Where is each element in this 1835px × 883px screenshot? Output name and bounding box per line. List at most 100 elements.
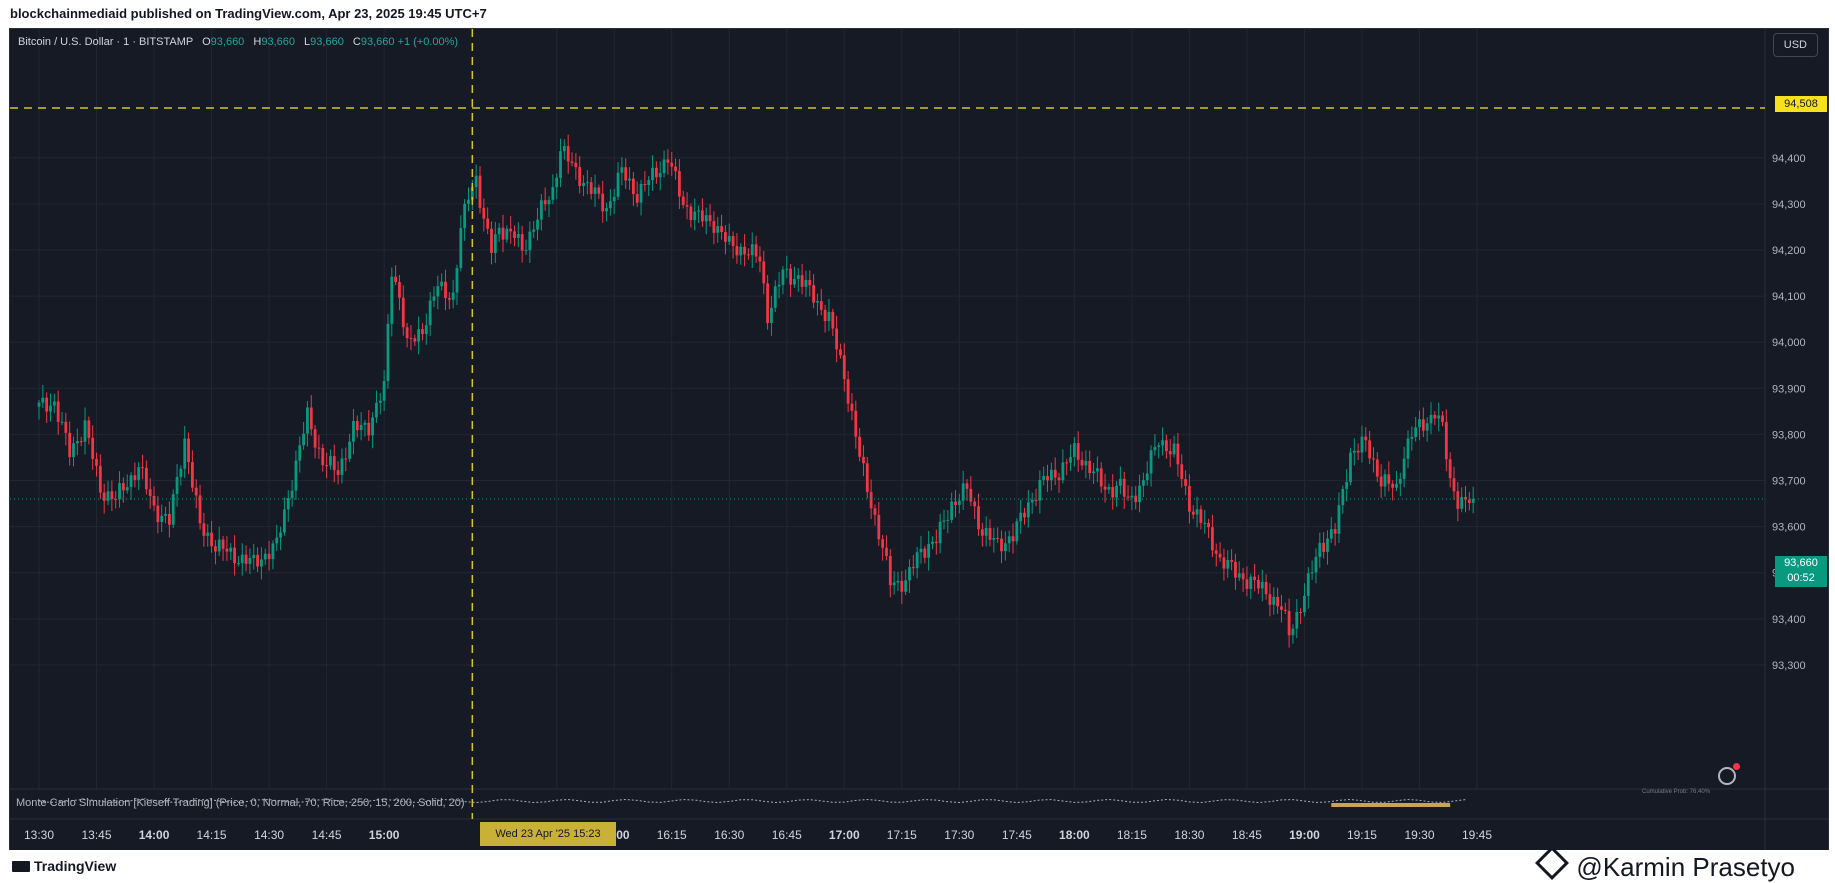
candle-body bbox=[942, 520, 946, 522]
x-tick-label: 18:45 bbox=[1232, 828, 1262, 842]
candle-body bbox=[1456, 491, 1460, 509]
candle-body bbox=[478, 175, 482, 208]
close-value: 93,660 bbox=[360, 36, 395, 48]
candle-body bbox=[536, 219, 539, 230]
candle-body bbox=[812, 285, 816, 303]
candle-body bbox=[520, 234, 524, 251]
crosshair-time-label: Wed 23 Apr '25 15:23 bbox=[480, 822, 616, 846]
candle-body bbox=[931, 541, 934, 544]
candle-body bbox=[1326, 538, 1329, 552]
candle-body bbox=[816, 301, 819, 303]
candle-body bbox=[1448, 459, 1452, 479]
candle-body bbox=[133, 475, 137, 480]
candle-body bbox=[183, 438, 187, 469]
candle-body bbox=[1211, 527, 1214, 551]
candle-body bbox=[474, 175, 478, 188]
candle-body bbox=[1414, 427, 1418, 437]
candle-body bbox=[1199, 509, 1203, 523]
candle-body bbox=[41, 397, 45, 403]
x-tick-label: 14:30 bbox=[254, 828, 284, 842]
candle-body bbox=[846, 379, 850, 404]
candle-body bbox=[1034, 499, 1038, 501]
candle-body bbox=[1421, 419, 1425, 431]
candle-body bbox=[79, 441, 83, 443]
candle-body bbox=[156, 505, 160, 522]
candle-body bbox=[562, 146, 566, 152]
candle-body bbox=[697, 210, 700, 212]
candle-body bbox=[206, 532, 210, 536]
candle-body bbox=[313, 429, 317, 448]
candle-body bbox=[1280, 606, 1283, 610]
candle-body bbox=[608, 201, 612, 209]
close-label: C bbox=[352, 36, 361, 48]
publish-text: blockchainmediaid published on TradingVi… bbox=[10, 6, 487, 21]
candle-body bbox=[1444, 421, 1448, 460]
candle-body bbox=[167, 513, 171, 525]
candle-body bbox=[171, 494, 175, 525]
candle-body bbox=[148, 489, 152, 496]
candle-body bbox=[724, 232, 727, 242]
candle-body bbox=[106, 491, 110, 501]
candle-body bbox=[463, 203, 467, 229]
candle-body bbox=[1138, 485, 1141, 503]
candle-body bbox=[819, 301, 823, 310]
candle-body bbox=[850, 403, 854, 411]
candle-body bbox=[1368, 440, 1372, 459]
candle-body bbox=[501, 227, 505, 240]
candle-body bbox=[417, 329, 421, 342]
candle-body bbox=[743, 246, 746, 255]
low-label: L bbox=[304, 36, 311, 48]
candle-body bbox=[179, 468, 183, 477]
indicator-label[interactable]: Monte Carlo Simulation [Kieseff Trading]… bbox=[16, 797, 465, 809]
candle-body bbox=[513, 231, 516, 238]
candle-body bbox=[1425, 423, 1429, 431]
candle-body bbox=[593, 187, 597, 194]
replay-icon[interactable] bbox=[1718, 763, 1740, 785]
candle-body bbox=[267, 553, 271, 560]
candle-body bbox=[601, 193, 605, 212]
candle-body bbox=[800, 275, 804, 287]
candle-body bbox=[409, 338, 413, 340]
candle-body bbox=[547, 199, 551, 205]
candle-body bbox=[1184, 479, 1187, 486]
candle-body bbox=[1118, 478, 1122, 486]
candle-body bbox=[1364, 436, 1368, 441]
candle-body bbox=[1295, 612, 1299, 629]
currency-button[interactable]: USD bbox=[1772, 33, 1818, 57]
last-price-value: 93,660 bbox=[1784, 557, 1818, 569]
tradingview-logo[interactable]: TradingView bbox=[12, 858, 116, 874]
candle-body bbox=[49, 405, 52, 412]
candle-body bbox=[367, 422, 371, 436]
candle-body bbox=[612, 196, 616, 202]
candle-body bbox=[777, 284, 781, 287]
candle-body bbox=[762, 261, 766, 284]
candle-body bbox=[716, 226, 720, 233]
candle-body bbox=[911, 567, 915, 569]
candle-body bbox=[275, 537, 279, 544]
candle-body bbox=[1030, 499, 1034, 503]
candle-body bbox=[355, 421, 359, 431]
candle-body bbox=[363, 422, 367, 425]
candle-body bbox=[118, 483, 121, 500]
candle-body bbox=[141, 467, 144, 469]
candle-body bbox=[973, 501, 977, 507]
candle-body bbox=[900, 580, 904, 592]
candle-body bbox=[1088, 460, 1092, 474]
candle-body bbox=[739, 246, 743, 256]
chart-canvas[interactable]: 93,30093,40093,50093,60093,70093,80093,9… bbox=[10, 29, 1828, 850]
candle-body bbox=[482, 207, 486, 219]
y-tick-label: 94,400 bbox=[1772, 153, 1806, 165]
candle-body bbox=[1046, 476, 1049, 481]
y-tick-label: 93,600 bbox=[1772, 522, 1806, 534]
candle-body bbox=[394, 276, 398, 282]
candle-body bbox=[651, 167, 654, 181]
candle-body bbox=[444, 281, 447, 299]
candle-body bbox=[440, 281, 444, 287]
low-value: 93,660 bbox=[310, 36, 344, 48]
candle-body bbox=[98, 465, 102, 493]
monte-carlo-path bbox=[38, 798, 1466, 804]
candle-body bbox=[217, 539, 221, 552]
candle-body bbox=[110, 491, 114, 500]
candle-body bbox=[908, 567, 911, 581]
chart-panel[interactable]: 93,30093,40093,50093,60093,70093,80093,9… bbox=[9, 28, 1829, 851]
